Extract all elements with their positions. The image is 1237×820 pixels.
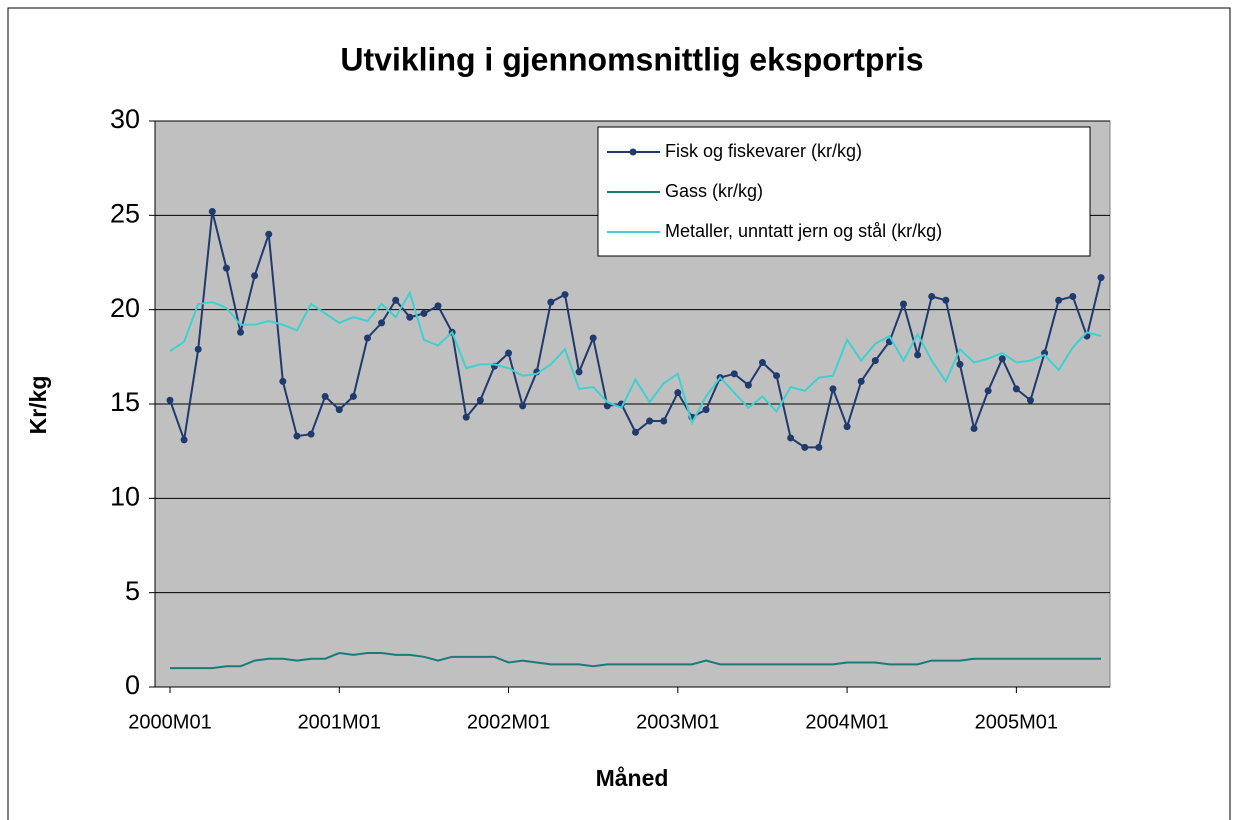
data-point [660, 417, 668, 425]
data-point [1097, 274, 1105, 282]
data-point [1012, 385, 1020, 393]
data-point [279, 377, 287, 385]
data-point [829, 385, 837, 393]
legend-marker [629, 148, 637, 156]
y-tick-label: 30 [110, 104, 140, 134]
data-point [928, 292, 936, 300]
chart-title: Utvikling i gjennomsnittlig eksportpris [340, 41, 923, 77]
data-point [674, 389, 682, 397]
y-tick-label: 15 [110, 387, 140, 417]
data-point [758, 358, 766, 366]
data-point [547, 298, 555, 306]
data-point [632, 428, 639, 436]
data-point [914, 351, 922, 359]
data-point [900, 300, 908, 308]
data-point [392, 296, 400, 304]
x-axis-title: Måned [596, 765, 669, 791]
data-point [265, 230, 273, 238]
data-point [871, 357, 879, 365]
data-point [505, 349, 513, 357]
x-tick-label: 2002M01 [467, 711, 550, 733]
data-point [335, 406, 343, 414]
data-point [251, 272, 259, 280]
data-point [1055, 296, 1063, 304]
y-tick-label: 20 [110, 293, 140, 323]
legend-box [597, 126, 1091, 257]
data-point [702, 406, 710, 414]
y-tick-label: 0 [125, 670, 140, 700]
data-point [519, 402, 527, 410]
x-tick-label: 2001M01 [298, 711, 381, 733]
data-point [561, 291, 569, 299]
data-point [646, 417, 654, 425]
data-point [589, 334, 597, 342]
data-point [293, 432, 301, 440]
data-point [434, 302, 442, 310]
data-point [843, 423, 851, 431]
legend-label: Fisk og fiskevarer (kr/kg) [665, 141, 862, 161]
data-point [349, 392, 357, 400]
y-axis-title: Kr/kg [25, 376, 51, 435]
data-point [462, 413, 470, 421]
data-point [744, 381, 752, 389]
data-point [476, 396, 484, 404]
data-point [1069, 292, 1077, 300]
data-point [998, 355, 1006, 363]
data-point [942, 296, 950, 304]
y-tick-label: 5 [125, 576, 140, 606]
data-point [307, 430, 315, 438]
data-point [363, 334, 371, 342]
series-line [169, 290, 1102, 426]
data-point [815, 443, 823, 451]
data-point [773, 372, 781, 380]
data-point [180, 436, 188, 444]
y-tick-label: 10 [110, 481, 140, 511]
data-point [801, 443, 809, 451]
data-point [237, 328, 245, 336]
series-line [170, 652, 1101, 670]
x-tick-label: 2005M01 [975, 711, 1058, 733]
x-tick-label: 2000M01 [128, 711, 211, 733]
data-point [575, 368, 583, 376]
data-point [730, 370, 738, 378]
data-point [1026, 396, 1034, 404]
data-point [603, 402, 611, 410]
x-tick-label: 2003M01 [636, 711, 719, 733]
data-point [378, 319, 386, 327]
data-point [321, 392, 329, 400]
legend-label: Gass (kr/kg) [665, 181, 763, 201]
data-point [222, 264, 230, 272]
data-point [166, 396, 174, 404]
y-tick-label: 25 [110, 198, 140, 228]
data-point [787, 434, 795, 442]
data-point [420, 309, 428, 317]
data-point [984, 387, 992, 395]
data-point [956, 360, 964, 368]
data-point [194, 345, 202, 353]
data-point [970, 425, 978, 433]
data-point [208, 208, 216, 216]
data-point [857, 377, 865, 385]
data-point [406, 313, 414, 321]
x-tick-label: 2004M01 [805, 711, 888, 733]
legend-label: Metaller, unntatt jern og stål (kr/kg) [665, 221, 942, 241]
